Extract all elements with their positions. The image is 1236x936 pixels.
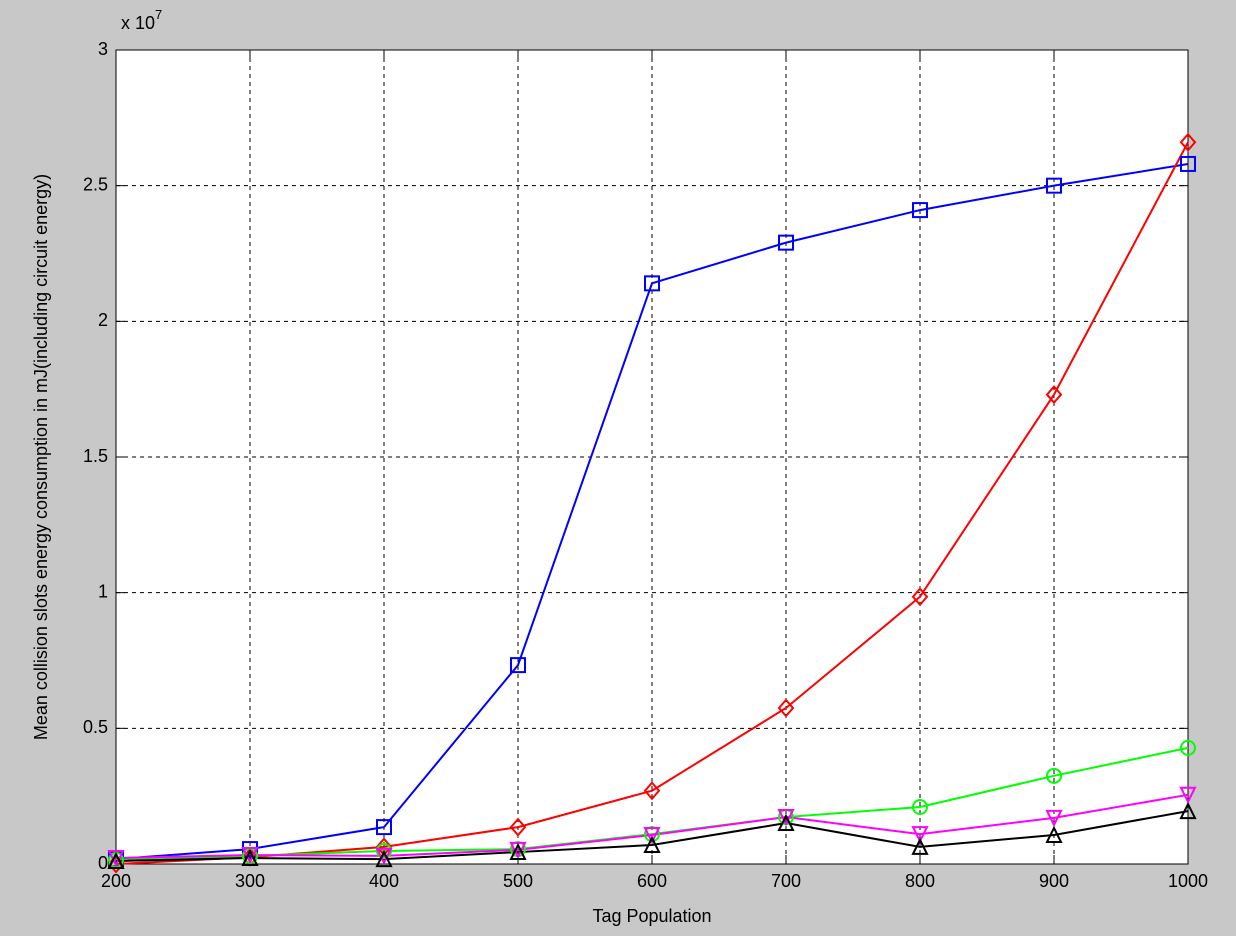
axes-box bbox=[115, 49, 1189, 865]
marker-square bbox=[1180, 155, 1196, 172]
marker-diamond bbox=[1045, 385, 1063, 405]
marker-triangle-up bbox=[375, 849, 393, 868]
x-tick-label: 300 bbox=[235, 871, 265, 891]
marker-triangle-down bbox=[241, 847, 259, 865]
marker-triangle-up bbox=[911, 837, 929, 855]
x-tick-label: 800 bbox=[905, 871, 935, 891]
marker-triangle-down bbox=[375, 847, 393, 866]
y-tick-label: 0.5 bbox=[83, 717, 108, 737]
marker-triangle-down bbox=[1045, 809, 1063, 828]
x-tick-label: 500 bbox=[503, 871, 533, 891]
multiplier-exponent: 7 bbox=[155, 7, 162, 22]
marker-diamond bbox=[509, 817, 527, 837]
axis-multiplier: x 107 bbox=[121, 7, 162, 32]
marker-triangle-up bbox=[241, 848, 259, 867]
marker-triangle-down bbox=[1179, 786, 1197, 805]
x-tick-label: 700 bbox=[771, 871, 801, 891]
y-tick-label: 1 bbox=[98, 581, 108, 601]
marker-triangle-up bbox=[643, 835, 661, 854]
marker-square bbox=[644, 275, 660, 292]
marker-triangle-down bbox=[777, 809, 795, 827]
y-tick-label: 0 bbox=[98, 853, 108, 873]
marker-square bbox=[510, 657, 526, 674]
x-tick-label: 1000 bbox=[1168, 871, 1208, 891]
marker-diamond bbox=[777, 698, 795, 718]
marker-triangle-down bbox=[911, 826, 929, 844]
marker-triangle-up bbox=[107, 851, 125, 870]
marker-triangle-up bbox=[1045, 825, 1063, 843]
marker-triangle-up bbox=[777, 813, 795, 832]
marker-triangle-down bbox=[643, 826, 661, 845]
x-axis-label: Tag Population bbox=[592, 906, 711, 926]
series-line bbox=[115, 162, 1189, 861]
y-tick-label: 3 bbox=[98, 39, 108, 59]
series-line bbox=[115, 810, 1189, 863]
marker-triangle-up bbox=[509, 842, 527, 861]
marker-diamond bbox=[375, 837, 393, 857]
y-tick-label: 2.5 bbox=[83, 174, 108, 194]
marker-square bbox=[376, 819, 392, 836]
marker-triangle-up bbox=[1179, 801, 1197, 820]
marker-square bbox=[1046, 177, 1062, 194]
marker-square bbox=[912, 202, 928, 219]
marker-triangle-down bbox=[107, 850, 125, 868]
x-tick-label: 200 bbox=[101, 871, 131, 891]
marker-circle bbox=[1180, 739, 1196, 756]
marker-circle bbox=[912, 799, 928, 816]
x-tick-label: 600 bbox=[637, 871, 667, 891]
x-tick-label: 900 bbox=[1039, 871, 1069, 891]
marker-diamond bbox=[911, 587, 929, 607]
marker-circle bbox=[1046, 767, 1062, 784]
marker-square bbox=[778, 234, 794, 251]
y-axis-label: Mean collision slots energy consumption … bbox=[31, 174, 51, 740]
y-tick-label: 2 bbox=[98, 310, 108, 330]
series-line bbox=[115, 793, 1189, 860]
y-tick-label: 1.5 bbox=[83, 446, 108, 466]
marker-diamond bbox=[1179, 132, 1197, 152]
multiplier-base: x 10 bbox=[121, 13, 155, 33]
x-tick-label: 400 bbox=[369, 871, 399, 891]
marker-diamond bbox=[643, 781, 661, 801]
